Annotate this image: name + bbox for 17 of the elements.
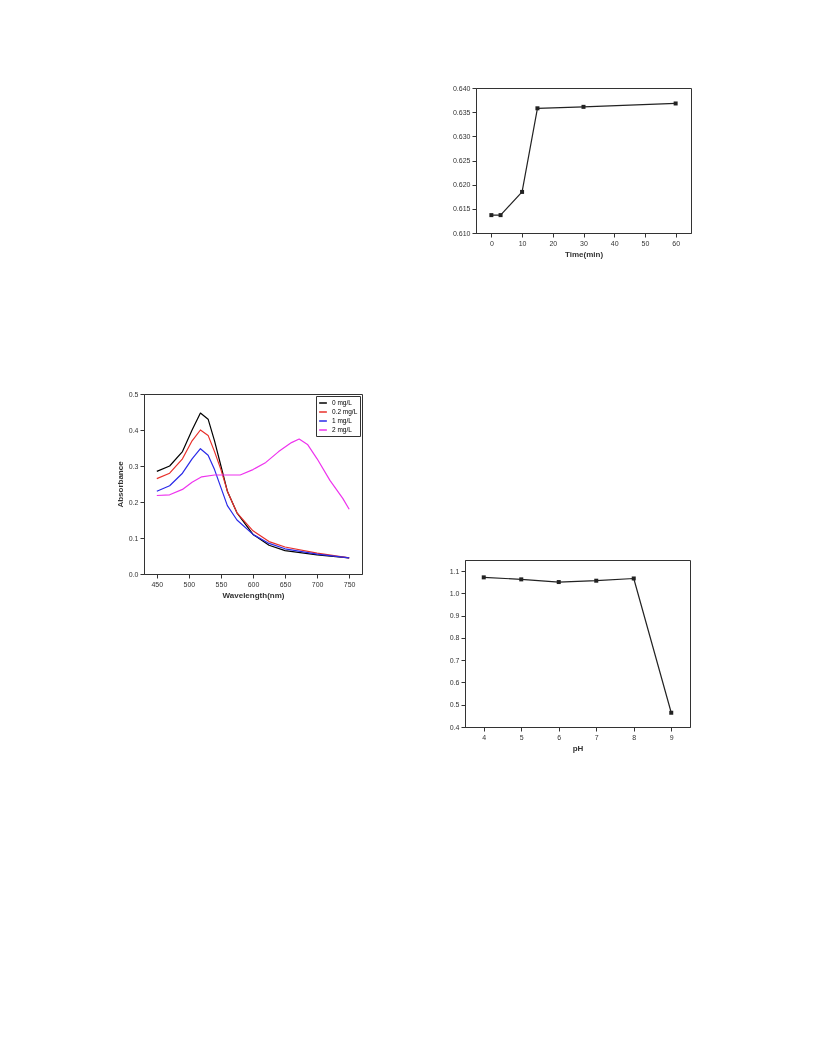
x-axis-title: Wavelength(nm) [222,590,285,600]
point [489,213,494,218]
point [673,101,678,106]
line-series [156,438,350,510]
point [520,189,525,194]
point [556,580,561,585]
x-axis-title: pH [572,743,584,753]
point [594,578,599,583]
point [581,104,586,109]
point [535,106,540,111]
point [631,576,636,581]
x-axis-title: Time(min) [564,249,604,259]
y-axis-title: Absorbance [115,460,125,508]
point [669,710,674,715]
point [481,575,486,580]
point [498,213,503,218]
point [519,577,524,582]
